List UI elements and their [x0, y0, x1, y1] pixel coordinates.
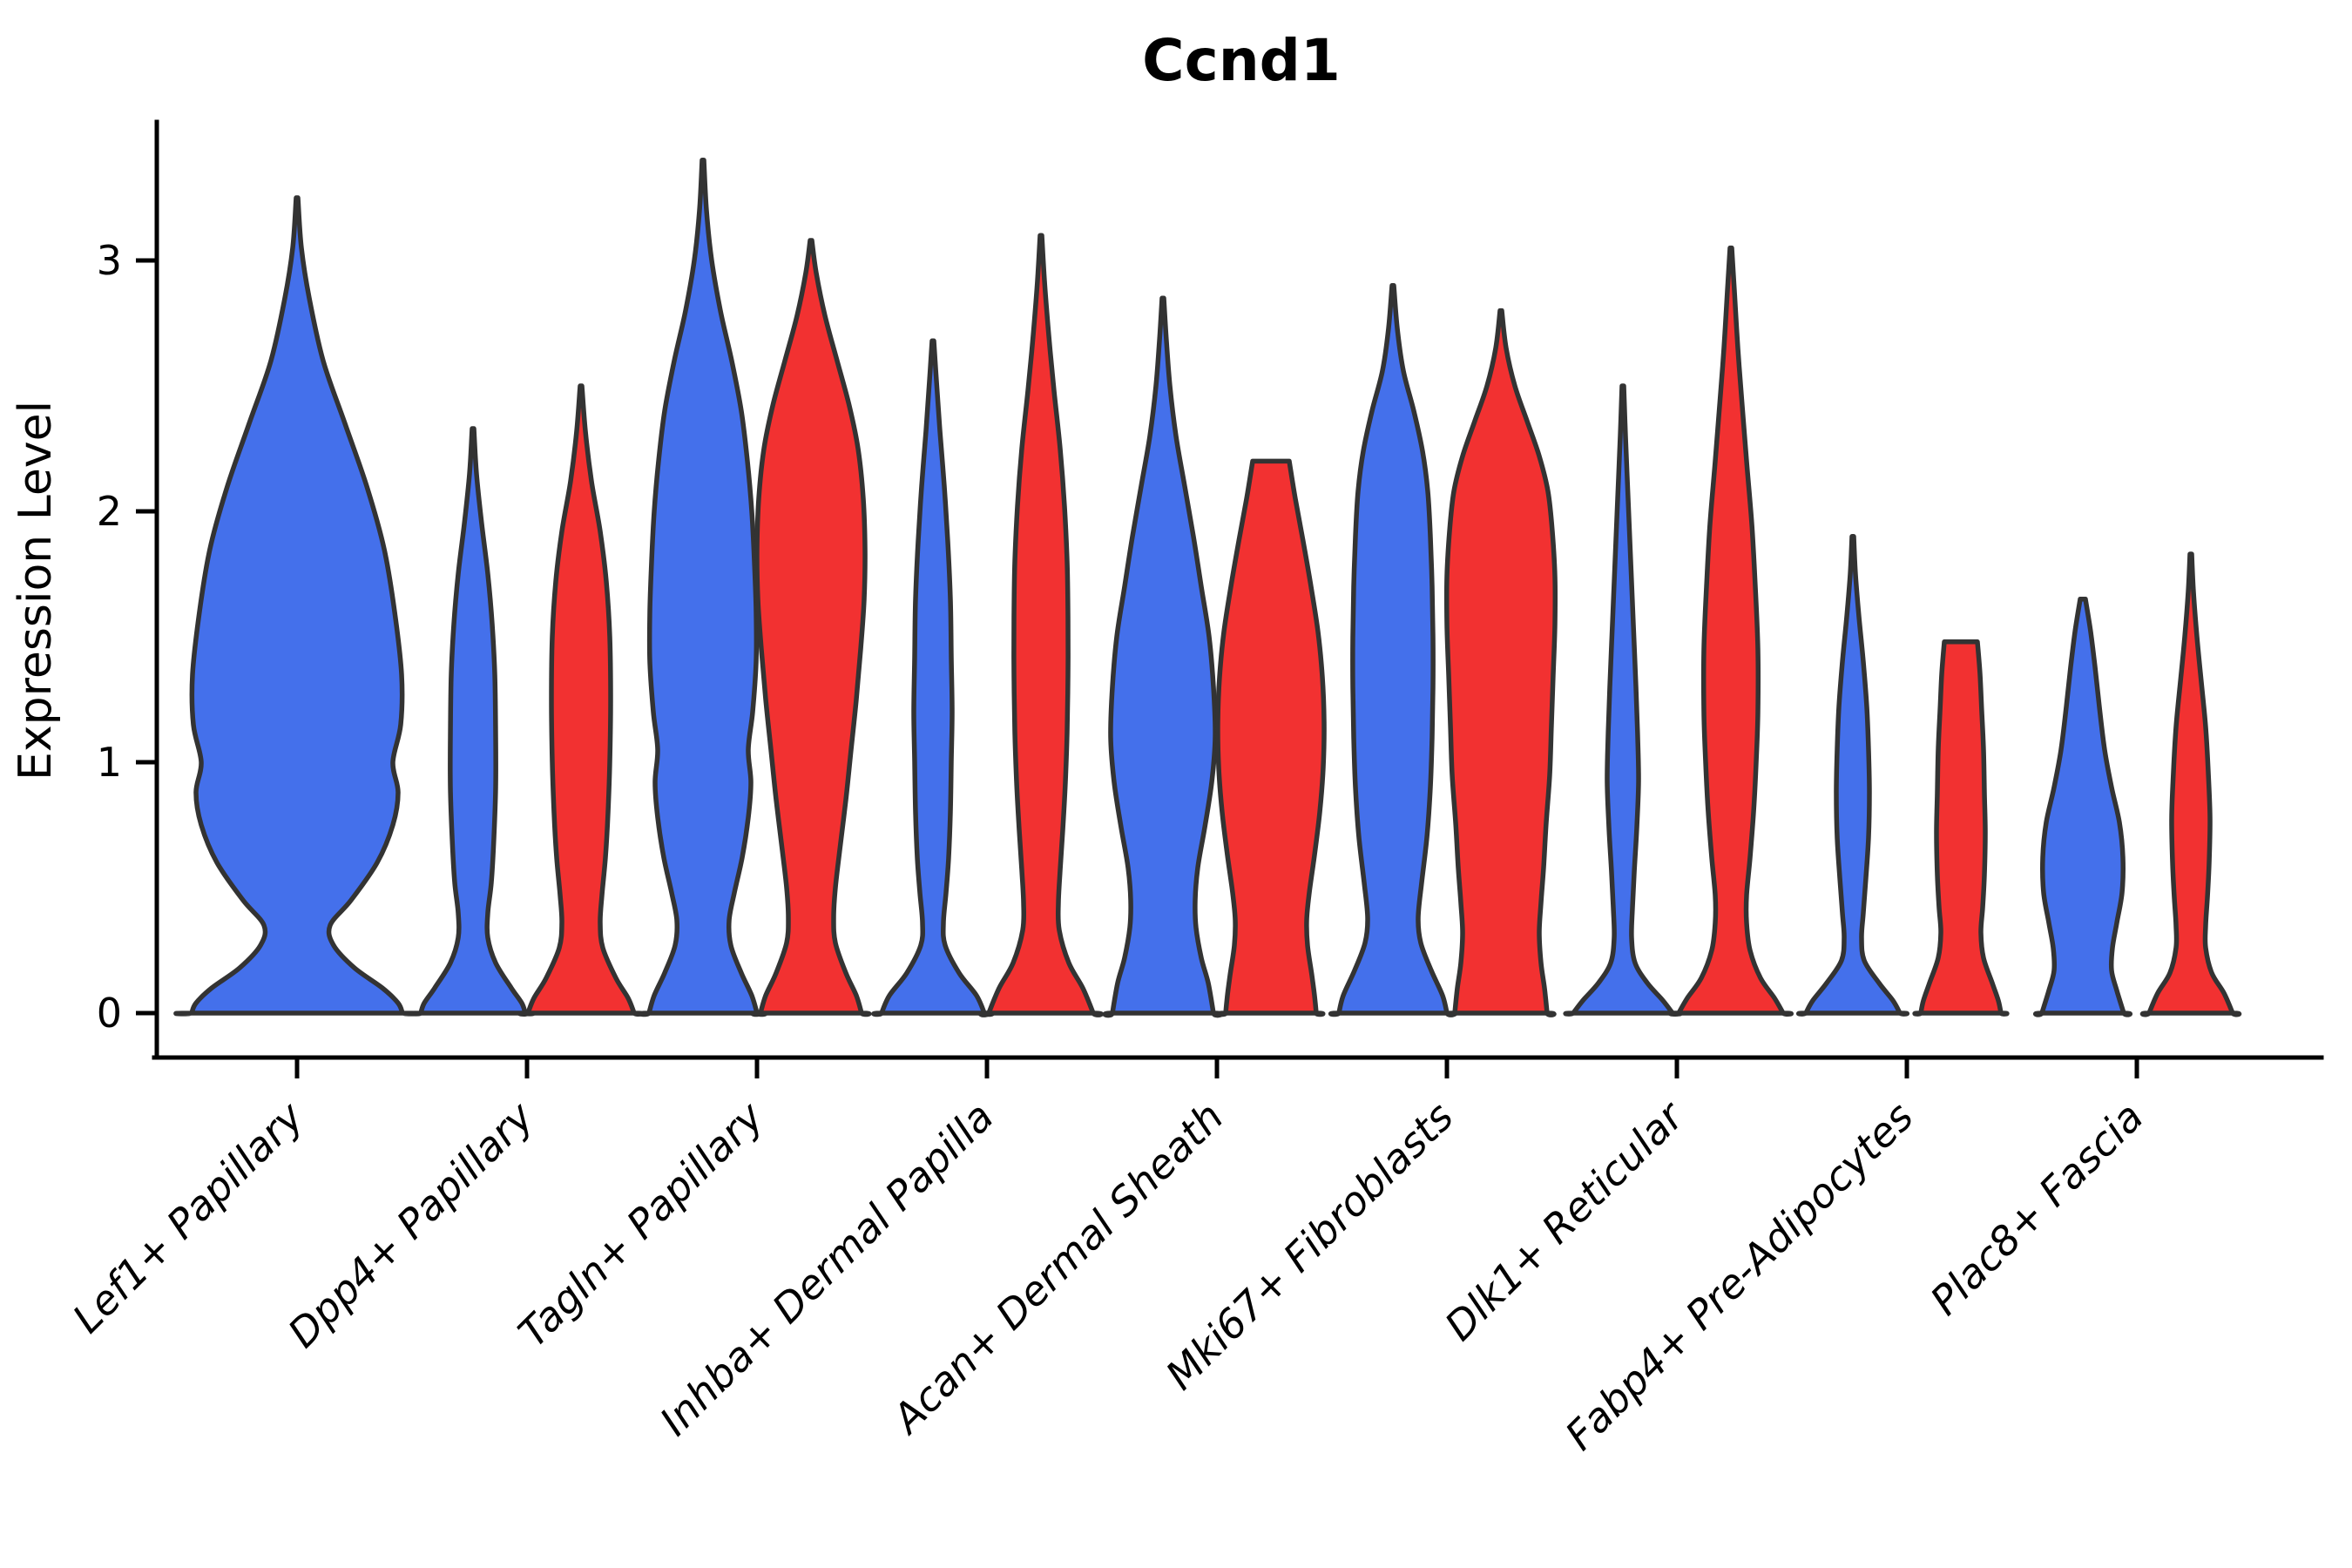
violin-lef1-group-blue [173, 195, 421, 1017]
y-ticks: 0 1 2 3 [97, 237, 157, 1037]
y-tick-label: 0 [97, 990, 122, 1037]
violin-fabp4-group-blue [1795, 534, 1910, 1017]
violin-inhba-group-blue [871, 338, 995, 1017]
axes-layer [152, 119, 2324, 1060]
y-tick-label: 3 [97, 237, 122, 284]
violin-dpp4-group-blue [410, 426, 536, 1017]
violin-inhba-group-red [977, 233, 1105, 1017]
violin-tagln-group-blue [638, 158, 768, 1017]
x-tick-label: Dpp4+ Papillary [279, 1092, 543, 1356]
violin-dlk1-group-blue [1563, 383, 1683, 1017]
x-tick-label: Dlk1+ Reticular [1436, 1091, 1694, 1349]
violin-dlk1-group-red [1668, 245, 1794, 1017]
y-axis-label: Expression Level [10, 401, 62, 781]
violin-acan-group-blue [1102, 295, 1224, 1018]
y-tick-label: 1 [97, 739, 122, 786]
violin-mki67-group-red [1443, 308, 1558, 1017]
violin-tagln-group-red [750, 238, 872, 1017]
violin-mki67-group-blue [1328, 283, 1458, 1017]
violin-plac8-group-blue [2033, 597, 2132, 1017]
x-tick-label: Lef1+ Papillary [64, 1092, 313, 1342]
violin-acan-group-red [1215, 458, 1327, 1017]
x-tick-label: Plac8+ Fascia [1921, 1093, 2152, 1324]
violin-dpp4-group-red [517, 383, 645, 1017]
violin-fabp4-group-red [1912, 639, 2010, 1017]
violin-plac8-group-red [2139, 551, 2242, 1017]
violins-layer [173, 158, 2242, 1018]
plot-title: Ccnd1 [1142, 27, 1341, 94]
y-tick-label: 2 [97, 488, 122, 535]
x-tick-label: Tagln+ Papillary [509, 1092, 773, 1356]
